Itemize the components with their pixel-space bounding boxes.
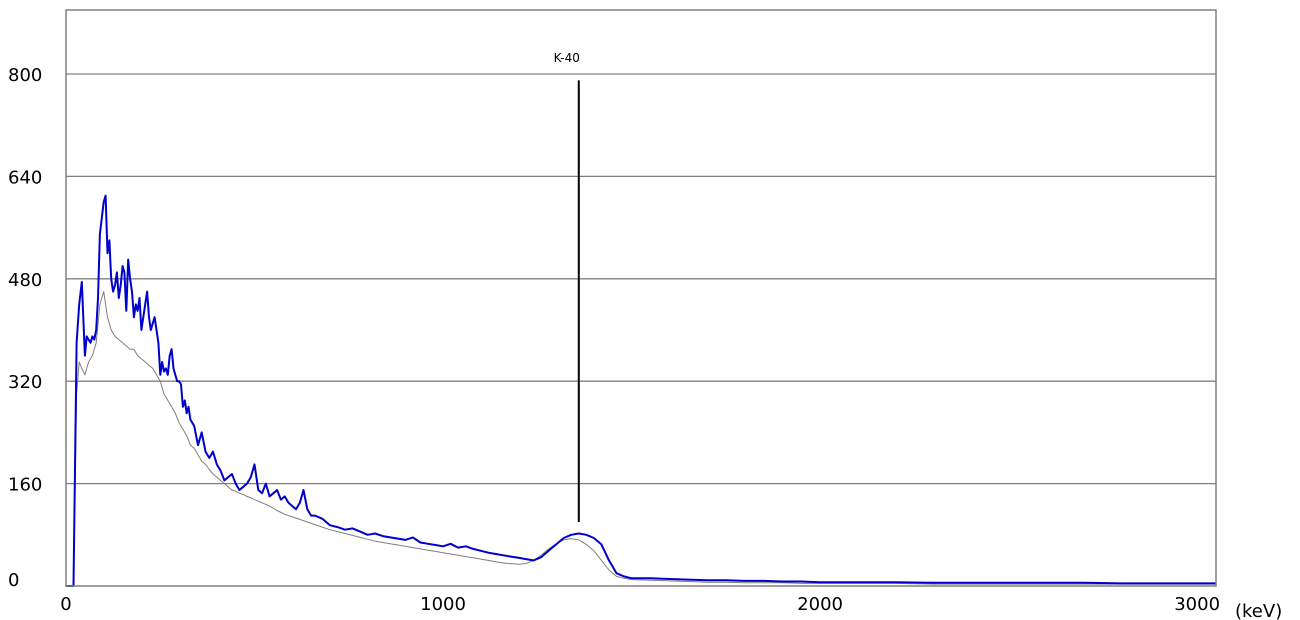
x-tick-label: 2000 <box>797 594 843 615</box>
x-unit-label: (keV) <box>1235 601 1282 620</box>
y-tick-label: 640 <box>8 167 42 188</box>
series-line-1 <box>66 194 1216 587</box>
x-tick-label: 3000 <box>1174 594 1220 615</box>
y-tick-label: 160 <box>8 475 42 496</box>
plot-frame <box>65 9 1217 587</box>
x-axis-ticks: 0 1000 2000 3000 <box>60 594 1220 615</box>
annotation-group: K-40 <box>554 51 580 522</box>
y-tick-label: 320 <box>8 372 42 393</box>
y-axis-ticks: 0 160 320 480 640 800 <box>8 65 42 591</box>
y-tick-label: 480 <box>8 270 42 291</box>
y-tick-label: 800 <box>8 65 42 86</box>
y-tick-label: 0 <box>8 570 19 591</box>
grid-lines <box>66 73 1216 485</box>
series-line-2 <box>66 291 1216 587</box>
x-tick-label: 0 <box>60 594 71 615</box>
series-group <box>66 194 1216 587</box>
x-tick-label: 1000 <box>420 594 466 615</box>
annotation-label: K-40 <box>554 51 580 65</box>
